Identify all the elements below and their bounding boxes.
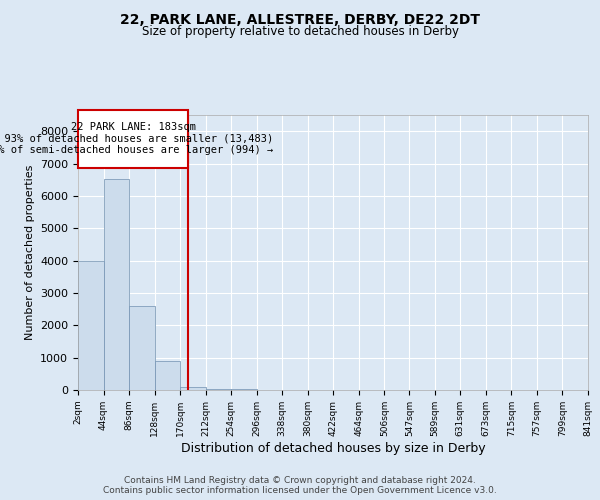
Bar (129, 306, 155, 390)
Text: Size of property relative to detached houses in Derby: Size of property relative to detached ho… (142, 25, 458, 38)
Bar (104, 179, 129, 390)
X-axis label: Distribution of detached houses by size in Derby: Distribution of detached houses by size … (181, 442, 485, 454)
Bar (78, 261, 104, 390)
Text: Contains HM Land Registry data © Crown copyright and database right 2024.: Contains HM Land Registry data © Crown c… (124, 476, 476, 485)
Bar (206, 388, 231, 390)
Text: 22, PARK LANE, ALLESTREE, DERBY, DE22 2DT: 22, PARK LANE, ALLESTREE, DERBY, DE22 2D… (120, 12, 480, 26)
Text: Contains public sector information licensed under the Open Government Licence v3: Contains public sector information licen… (103, 486, 497, 495)
Text: 22 PARK LANE: 183sqm
← 93% of detached houses are smaller (13,483)
7% of semi-de: 22 PARK LANE: 183sqm ← 93% of detached h… (0, 122, 274, 156)
Bar (155, 361, 180, 390)
Y-axis label: Number of detached properties: Number of detached properties (25, 165, 35, 340)
Bar (180, 388, 206, 390)
